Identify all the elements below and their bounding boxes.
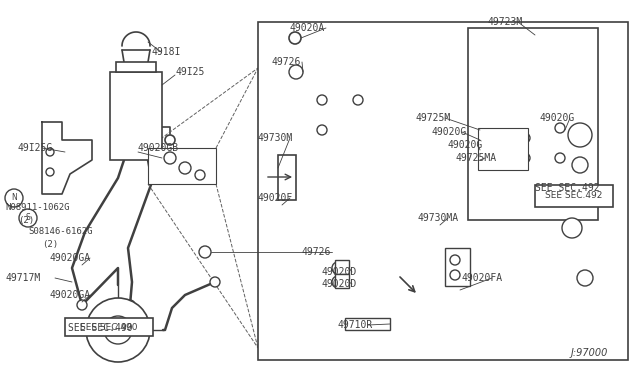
Text: 49020D: 49020D [322,267,357,277]
Text: 49710R: 49710R [338,320,373,330]
Text: 4918I: 4918I [152,47,181,57]
Circle shape [179,162,191,174]
Bar [535,185,613,207]
Text: 49730M: 49730M [258,133,293,143]
Circle shape [210,277,220,287]
Circle shape [577,270,593,286]
Bar [345,318,390,330]
Text: SEE SEC.490: SEE SEC.490 [80,323,138,331]
Circle shape [332,276,344,288]
Text: S08146-6162G: S08146-6162G [28,228,93,237]
Circle shape [104,316,132,344]
Text: 49I25G: 49I25G [18,143,53,153]
Circle shape [77,300,87,310]
Text: 49020G: 49020G [432,127,467,137]
Text: SEE SEC.492: SEE SEC.492 [535,183,600,193]
Circle shape [480,153,490,163]
Text: J:97000: J:97000 [571,348,608,358]
Circle shape [562,218,582,238]
Text: 49726: 49726 [302,247,332,257]
Text: S: S [26,214,30,222]
Bar [278,155,296,200]
Bar [335,274,349,288]
Circle shape [125,300,135,310]
Text: 49020GA: 49020GA [50,290,91,300]
Text: (2): (2) [18,215,34,224]
Text: 49020FA: 49020FA [462,273,503,283]
Circle shape [46,168,54,176]
Circle shape [450,270,460,280]
Circle shape [317,125,327,135]
Text: SEE SEC.492: SEE SEC.492 [545,192,603,201]
Bar [110,72,162,160]
Circle shape [520,133,530,143]
Circle shape [46,148,54,156]
Circle shape [164,152,176,164]
Text: 49020D: 49020D [322,279,357,289]
Text: 49717M: 49717M [5,273,40,283]
Text: 49020GA: 49020GA [50,253,91,263]
Circle shape [19,209,37,227]
Text: 49723M: 49723M [488,17,524,27]
Text: 49020F: 49020F [258,193,293,203]
Circle shape [520,153,530,163]
Text: 49730MA: 49730MA [418,213,459,223]
Text: 49725MA: 49725MA [455,153,496,163]
Circle shape [555,123,565,133]
Circle shape [572,157,588,173]
Circle shape [332,262,344,274]
Circle shape [86,298,150,362]
Text: N08911-1062G: N08911-1062G [5,203,70,212]
Circle shape [555,153,565,163]
Circle shape [289,32,301,44]
Circle shape [568,123,592,147]
Circle shape [317,95,327,105]
Text: N: N [11,193,17,202]
Bar [445,248,470,286]
Text: 49725M: 49725M [415,113,451,123]
Text: 49020G: 49020G [540,113,575,123]
Circle shape [5,189,23,207]
Circle shape [165,135,175,145]
Bar [65,318,153,336]
Text: 49I25: 49I25 [175,67,204,77]
Bar [116,62,156,72]
Circle shape [195,170,205,180]
Circle shape [450,255,460,265]
Text: 49020A: 49020A [290,23,325,33]
Circle shape [289,65,303,79]
Text: SEE SEC.490: SEE SEC.490 [68,323,132,333]
Circle shape [199,246,211,258]
Text: 49726: 49726 [272,57,301,67]
Bar [335,260,349,274]
Bar [258,22,628,360]
Bar [478,128,528,170]
Text: 49020GB: 49020GB [138,143,179,153]
Text: (2): (2) [42,240,58,248]
Bar [148,148,216,184]
Text: 49020G: 49020G [448,140,483,150]
Circle shape [353,95,363,105]
Circle shape [480,133,490,143]
Bar [468,28,598,220]
